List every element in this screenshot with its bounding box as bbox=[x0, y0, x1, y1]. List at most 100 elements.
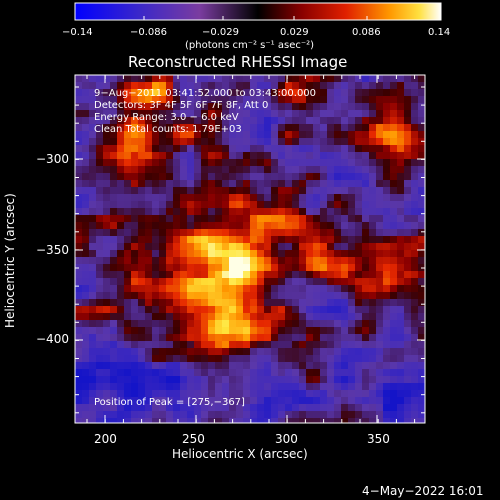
heatmap-cell bbox=[327, 89, 335, 97]
heatmap-cell bbox=[166, 243, 174, 251]
heatmap-cell bbox=[145, 75, 153, 83]
heatmap-cell bbox=[313, 145, 321, 153]
heatmap-cell bbox=[278, 285, 286, 293]
heatmap-cell bbox=[215, 75, 223, 83]
heatmap-cell bbox=[355, 348, 363, 356]
heatmap-cell bbox=[376, 187, 384, 195]
heatmap-cell bbox=[250, 96, 258, 104]
heatmap-cell bbox=[96, 180, 104, 188]
heatmap-cell bbox=[131, 152, 139, 160]
heatmap-cell bbox=[257, 327, 265, 335]
heatmap-cell bbox=[355, 390, 363, 398]
heatmap-cell bbox=[110, 362, 118, 370]
heatmap-image bbox=[75, 75, 425, 423]
heatmap-cell bbox=[110, 145, 118, 153]
heatmap-cell bbox=[306, 271, 314, 279]
heatmap-cell bbox=[341, 264, 349, 272]
heatmap-cell bbox=[257, 222, 265, 230]
heatmap-cell bbox=[75, 369, 83, 377]
heatmap-cell bbox=[138, 131, 146, 139]
heatmap-cell bbox=[243, 383, 251, 391]
heatmap-cell bbox=[313, 201, 321, 209]
heatmap-cell bbox=[348, 96, 356, 104]
heatmap-cell bbox=[124, 299, 132, 307]
heatmap-cell bbox=[173, 75, 181, 83]
heatmap-cell bbox=[320, 271, 328, 279]
heatmap-cell bbox=[390, 278, 398, 286]
heatmap-cell bbox=[418, 131, 425, 139]
heatmap-cell bbox=[278, 369, 286, 377]
heatmap-cell bbox=[271, 334, 279, 342]
heatmap-cell bbox=[201, 355, 209, 363]
heatmap-cell bbox=[82, 355, 90, 363]
heatmap-cell bbox=[418, 299, 425, 307]
heatmap-cell bbox=[194, 159, 202, 167]
heatmap-cell bbox=[376, 138, 384, 146]
heatmap-cell bbox=[411, 208, 419, 216]
heatmap-cell bbox=[278, 89, 286, 97]
heatmap-cell bbox=[418, 229, 425, 237]
heatmap-cell bbox=[320, 341, 328, 349]
heatmap-cell bbox=[117, 278, 125, 286]
heatmap-cell bbox=[264, 355, 272, 363]
heatmap-cell bbox=[229, 222, 237, 230]
heatmap-cell bbox=[299, 138, 307, 146]
heatmap-cell bbox=[117, 208, 125, 216]
heatmap-cell bbox=[75, 404, 83, 412]
heatmap-cell bbox=[222, 208, 230, 216]
heatmap-cell bbox=[229, 341, 237, 349]
heatmap-cell bbox=[285, 369, 293, 377]
heatmap-cell bbox=[320, 194, 328, 202]
heatmap-cell bbox=[229, 306, 237, 314]
heatmap-cell bbox=[215, 327, 223, 335]
heatmap-cell bbox=[418, 404, 425, 412]
heatmap-cell bbox=[103, 271, 111, 279]
heatmap-cell bbox=[229, 236, 237, 244]
heatmap-cell bbox=[243, 376, 251, 384]
heatmap-cell bbox=[313, 418, 321, 423]
heatmap-cell bbox=[376, 82, 384, 90]
heatmap-cell bbox=[278, 383, 286, 391]
heatmap-cell bbox=[194, 313, 202, 321]
heatmap-cell bbox=[327, 124, 335, 132]
heatmap-cell bbox=[124, 334, 132, 342]
heatmap-cell bbox=[131, 75, 139, 83]
heatmap-cell bbox=[271, 327, 279, 335]
heatmap-cell bbox=[355, 201, 363, 209]
heatmap-cell bbox=[124, 348, 132, 356]
heatmap-cell bbox=[110, 404, 118, 412]
heatmap-cell bbox=[187, 362, 195, 370]
heatmap-cell bbox=[236, 110, 244, 118]
heatmap-cell bbox=[418, 166, 425, 174]
heatmap-cell bbox=[306, 103, 314, 111]
heatmap-cell bbox=[145, 362, 153, 370]
heatmap-cell bbox=[306, 383, 314, 391]
heatmap-cell bbox=[145, 292, 153, 300]
heatmap-cell bbox=[285, 166, 293, 174]
heatmap-cell bbox=[96, 306, 104, 314]
heatmap-cell bbox=[103, 327, 111, 335]
heatmap-cell bbox=[138, 390, 146, 398]
heatmap-cell bbox=[341, 103, 349, 111]
heatmap-cell bbox=[264, 348, 272, 356]
heatmap-cell bbox=[75, 96, 83, 104]
heatmap-cell bbox=[348, 341, 356, 349]
heatmap-cell bbox=[222, 348, 230, 356]
heatmap-cell bbox=[341, 166, 349, 174]
heatmap-cell bbox=[145, 194, 153, 202]
heatmap-cell bbox=[82, 222, 90, 230]
heatmap-cell bbox=[341, 292, 349, 300]
heatmap-cell bbox=[362, 404, 370, 412]
heatmap-cell bbox=[180, 341, 188, 349]
heatmap-cell bbox=[327, 187, 335, 195]
heatmap-cell bbox=[313, 236, 321, 244]
heatmap-cell bbox=[152, 187, 160, 195]
heatmap-cell bbox=[75, 180, 83, 188]
heatmap-cell bbox=[327, 313, 335, 321]
heatmap-cell bbox=[404, 299, 412, 307]
heatmap-cell bbox=[383, 103, 391, 111]
heatmap-cell bbox=[82, 250, 90, 258]
heatmap-cell bbox=[222, 152, 230, 160]
heatmap-cell bbox=[348, 313, 356, 321]
heatmap-cell bbox=[390, 103, 398, 111]
